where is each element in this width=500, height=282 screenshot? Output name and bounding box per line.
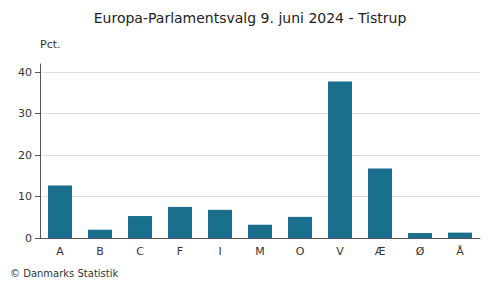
svg-text:30: 30: [18, 107, 32, 120]
svg-text:I: I: [218, 245, 221, 258]
svg-text:Å: Å: [456, 245, 464, 258]
svg-text:20: 20: [18, 149, 32, 162]
svg-text:© Danmarks Statistik: © Danmarks Statistik: [10, 268, 119, 279]
svg-text:O: O: [296, 245, 305, 258]
svg-text:10: 10: [18, 190, 32, 203]
svg-text:V: V: [336, 245, 344, 258]
svg-text:0: 0: [25, 232, 32, 245]
svg-text:40: 40: [18, 66, 32, 79]
svg-text:B: B: [96, 245, 104, 258]
svg-text:Æ: Æ: [375, 245, 386, 258]
svg-text:A: A: [56, 245, 64, 258]
svg-text:F: F: [177, 245, 183, 258]
svg-text:Ø: Ø: [416, 245, 425, 258]
svg-text:C: C: [136, 245, 144, 258]
svg-text:Europa-Parlamentsvalg 9. juni: Europa-Parlamentsvalg 9. juni 2024 - Tis…: [94, 10, 407, 26]
svg-text:M: M: [255, 245, 265, 258]
svg-text:Pct.: Pct.: [40, 38, 61, 51]
